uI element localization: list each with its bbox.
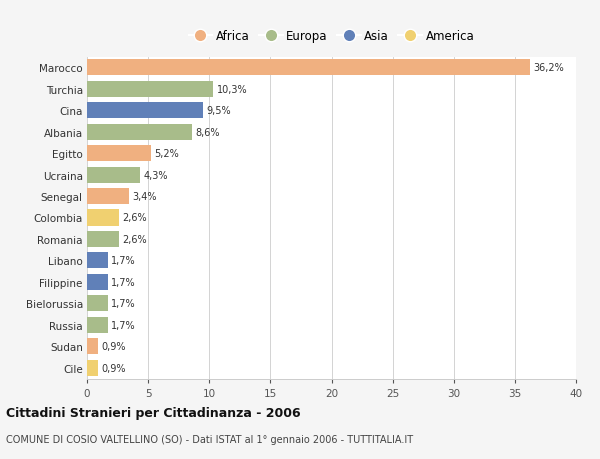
Text: Cittadini Stranieri per Cittadinanza - 2006: Cittadini Stranieri per Cittadinanza - 2… (6, 406, 301, 419)
Text: 1,7%: 1,7% (112, 320, 136, 330)
Text: 3,4%: 3,4% (132, 191, 157, 202)
Bar (87, 296, 108, 312)
Bar (87, 317, 108, 333)
Bar (87, 189, 128, 205)
Bar (87, 146, 151, 162)
Bar (87, 167, 140, 183)
Bar (87, 274, 108, 291)
Text: 0,9%: 0,9% (101, 341, 126, 352)
Text: 1,7%: 1,7% (112, 256, 136, 266)
Bar (87, 82, 213, 98)
Text: 9,5%: 9,5% (207, 106, 232, 116)
Bar (87, 210, 119, 226)
Bar (87, 124, 192, 140)
Text: 4,3%: 4,3% (143, 170, 168, 180)
Bar (87, 253, 108, 269)
Bar (87, 103, 203, 119)
Text: 0,9%: 0,9% (101, 363, 126, 373)
Text: 1,7%: 1,7% (112, 299, 136, 309)
Text: 5,2%: 5,2% (154, 149, 179, 159)
Text: 36,2%: 36,2% (533, 63, 564, 73)
Text: 1,7%: 1,7% (112, 277, 136, 287)
Legend: Africa, Europa, Asia, America: Africa, Europa, Asia, America (186, 28, 477, 45)
Text: 2,6%: 2,6% (122, 235, 147, 245)
Bar (87, 339, 98, 354)
Bar (87, 231, 119, 247)
Text: 2,6%: 2,6% (122, 213, 147, 223)
Bar (87, 360, 98, 376)
Bar (87, 60, 530, 76)
Text: COMUNE DI COSIO VALTELLINO (SO) - Dati ISTAT al 1° gennaio 2006 - TUTTITALIA.IT: COMUNE DI COSIO VALTELLINO (SO) - Dati I… (6, 434, 413, 444)
Text: 10,3%: 10,3% (217, 84, 247, 95)
Text: 8,6%: 8,6% (196, 127, 220, 137)
